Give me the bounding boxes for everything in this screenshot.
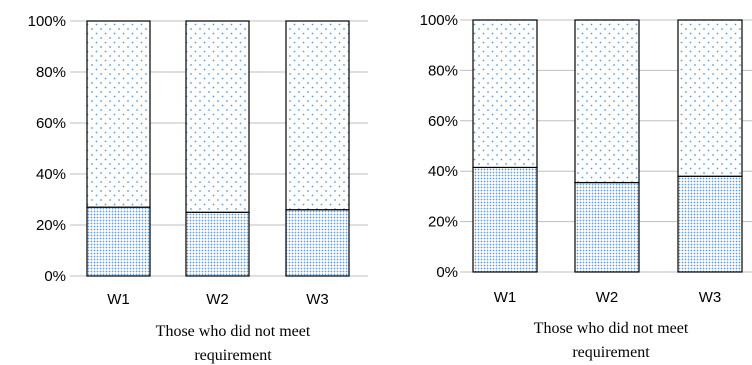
bar-segment [472,166,538,273]
y-tick-label: 20% [36,217,66,234]
category-label: W2 [596,289,619,306]
x-axis-title: Those who did not meet [534,320,689,337]
bar-segment [185,211,250,277]
category-label: W2 [206,291,229,308]
bar-segment [86,206,151,277]
category-label: W3 [306,291,329,308]
bar-segment [185,20,250,213]
right-stacked-bar-chart: 0% 20% 40% 60% 80% 100% W1 W2 W3 Those who did no… [420,12,752,361]
category-label: W1 [494,289,517,306]
y-tick-label: 20% [428,214,458,231]
y-tick-label: 40% [428,163,458,180]
category-label: W3 [699,289,722,306]
y-tick-label: 40% [36,166,66,183]
bar-segment [677,175,743,273]
y-tick-label: 80% [428,62,458,79]
left-stacked-bar-chart: 0% 20% 40% 60% 80% 100% W1 W2 W3 Those who did no… [28,13,368,364]
bar-segment [285,20,350,211]
y-tick-label: 100% [420,12,458,29]
bar-segment [472,19,538,169]
y-tick-label: 60% [428,113,458,130]
bar-segment [285,209,350,277]
x-axis-title: Those who did not meet [156,323,311,340]
category-label: W1 [107,291,130,308]
bar-segment [574,181,640,273]
bar-segment [86,20,151,208]
x-axis-title: requirement [572,344,650,361]
bar-segment [677,19,743,177]
x-axis-title: requirement [194,347,272,364]
y-tick-label: 100% [28,13,66,30]
y-tick-label: 0% [436,264,458,281]
y-tick-label: 60% [36,115,66,132]
y-tick-label: 80% [36,64,66,81]
y-tick-label: 0% [44,268,66,285]
bar-segment [574,19,640,184]
